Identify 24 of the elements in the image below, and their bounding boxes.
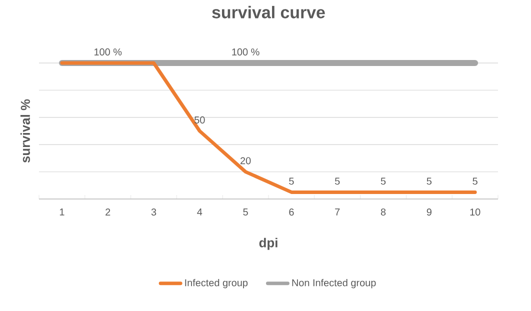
data-label: 100 %: [94, 48, 122, 56]
legend-label: Non Infected group: [292, 278, 376, 288]
data-label: 20: [240, 157, 251, 164]
x-tick-label: 8: [380, 208, 386, 216]
x-tick-label: 2: [106, 208, 110, 216]
x-tick-label: 7: [335, 208, 340, 216]
x-axis-title: dpi: [259, 238, 278, 250]
x-tick-label: 10: [470, 208, 480, 216]
data-label: 5: [472, 178, 478, 185]
legend-label: Infected group: [185, 278, 248, 288]
data-label: 100 %: [232, 48, 260, 56]
data-label: 5: [334, 178, 340, 185]
x-tick-label: 5: [243, 208, 248, 216]
y-axis-title: survival %: [20, 99, 30, 163]
x-tick-label: 6: [289, 208, 294, 216]
x-tick-label: 9: [426, 208, 432, 216]
x-tick-label: 3: [151, 208, 156, 216]
data-label: 50: [194, 116, 205, 124]
data-label: 5: [426, 178, 432, 185]
data-label: 5: [380, 178, 386, 185]
chart-title: survival curve: [212, 6, 325, 18]
x-tick-label: 1: [60, 208, 64, 216]
x-tick-label: 4: [197, 208, 202, 216]
data-label: 5: [289, 178, 294, 185]
